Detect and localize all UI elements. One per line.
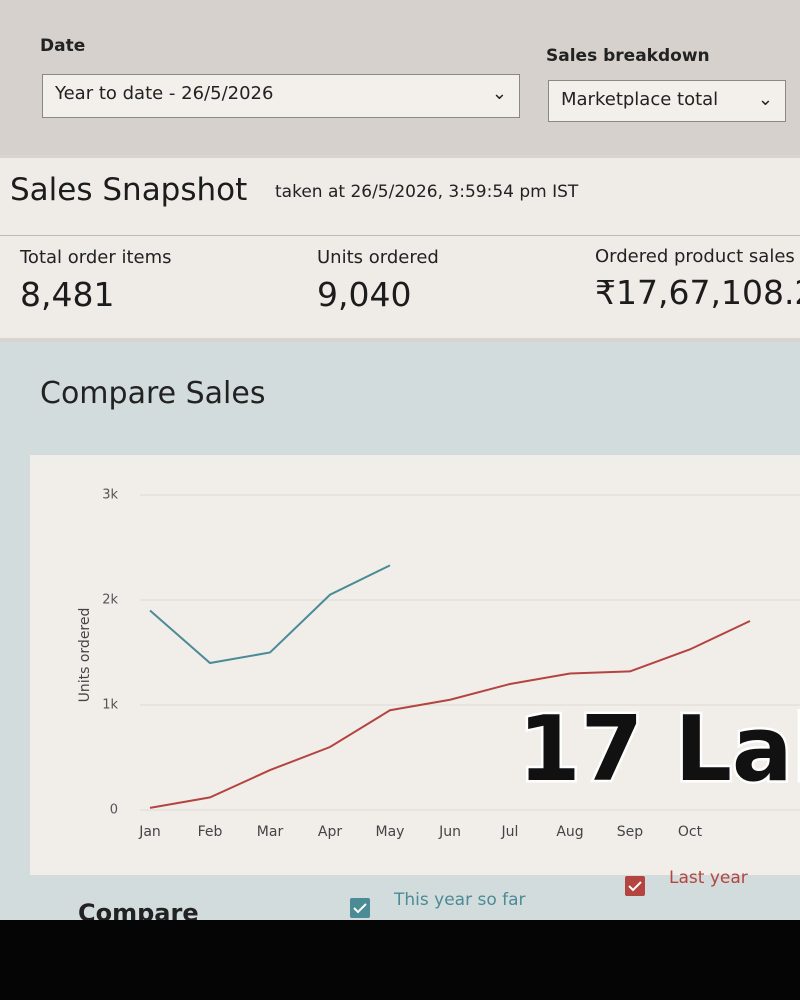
x-tick-label: Jun bbox=[438, 824, 461, 840]
chart-card bbox=[30, 455, 800, 875]
y-tick-label: 0 bbox=[110, 803, 118, 818]
y-tick-label: 2k bbox=[102, 593, 118, 608]
overlay-text: 17 Lak bbox=[518, 697, 800, 802]
snapshot-panel bbox=[0, 158, 800, 338]
x-tick-label: Jul bbox=[501, 824, 519, 840]
y-tick-label: 1k bbox=[102, 698, 118, 713]
metric-label: Units ordered bbox=[317, 247, 439, 268]
metric-label: Ordered product sales bbox=[595, 246, 795, 267]
series-line bbox=[149, 564, 391, 665]
series-line bbox=[149, 620, 751, 809]
x-tick-label: Apr bbox=[318, 824, 342, 840]
chevron: ⌄ bbox=[491, 83, 507, 104]
legend-checkbox bbox=[625, 876, 645, 896]
metric-value: 8,481 bbox=[20, 275, 115, 314]
snapshot-title: Sales Snapshot bbox=[10, 172, 248, 208]
breakdown-select[interactable]: Marketplace total ⌄ bbox=[548, 80, 786, 122]
date-value: Year to date - 26/5/2026 bbox=[55, 83, 274, 104]
breakdown-value: Marketplace total bbox=[561, 89, 719, 110]
date-select[interactable]: Year to date - 26/5/2026 ⌄ bbox=[42, 74, 520, 118]
snapshot-time: taken at 26/5/2026, 3:59:54 pm IST bbox=[275, 182, 579, 202]
legend-checkbox bbox=[350, 898, 370, 918]
x-tick-label: Jan bbox=[138, 824, 161, 840]
compare-title: Compare Sales bbox=[40, 376, 266, 411]
legend-label: Last year bbox=[669, 868, 748, 888]
x-tick-label: May bbox=[376, 824, 405, 840]
x-tick-label: Mar bbox=[257, 824, 284, 840]
y-tick-label: 3k bbox=[102, 488, 118, 503]
check-mark bbox=[628, 881, 642, 892]
metric-value: 9,040 bbox=[317, 275, 412, 314]
bezel bbox=[0, 920, 800, 1000]
metric-label: Total order items bbox=[20, 247, 172, 268]
x-tick-label: Oct bbox=[678, 824, 703, 840]
legend-label: This year so far bbox=[393, 890, 526, 910]
check-mark bbox=[353, 903, 367, 914]
x-tick-label: Feb bbox=[198, 824, 223, 840]
metric-value: ₹17,67,108.2 bbox=[595, 273, 800, 312]
breakdown-label: Sales breakdown bbox=[546, 46, 710, 66]
chevron: ⌄ bbox=[757, 89, 773, 110]
divider bbox=[0, 235, 800, 236]
x-tick-label: Aug bbox=[556, 824, 583, 840]
x-tick-label: Sep bbox=[617, 824, 644, 840]
y-axis-label: Units ordered bbox=[77, 608, 93, 703]
date-label: Date bbox=[40, 36, 86, 56]
